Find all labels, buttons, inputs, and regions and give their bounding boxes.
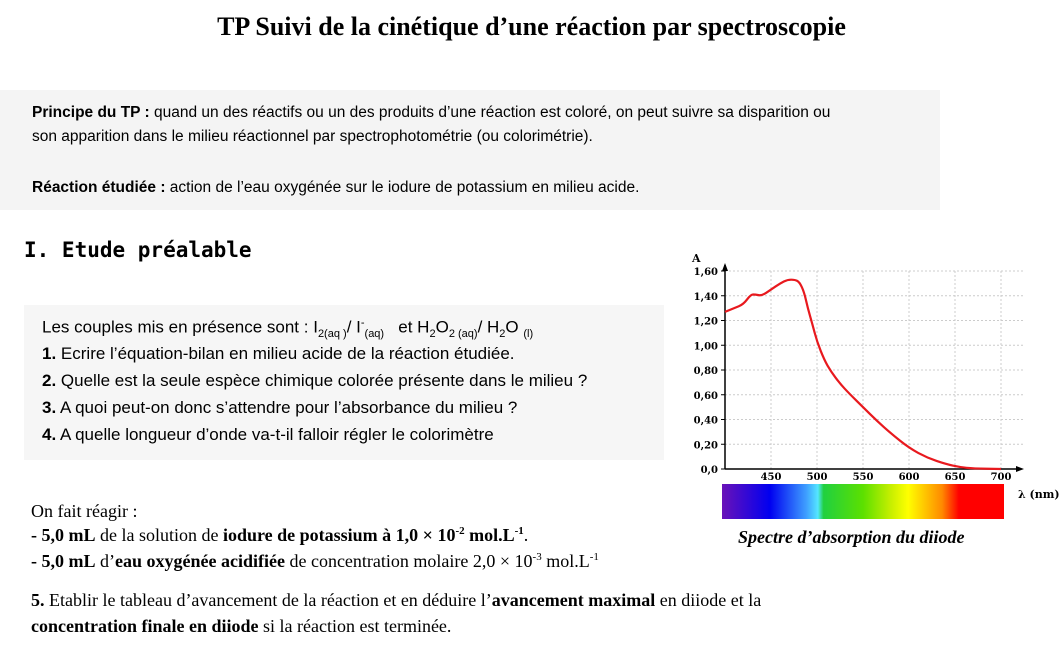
principle-line1: quand un des réactifs ou un des produits… (149, 104, 831, 121)
y-tick-label: 0,0 (701, 465, 718, 476)
q-num: 3. (42, 398, 57, 417)
y-axis-arrow (722, 263, 728, 271)
q-text: Ecrire l’équation-bilan en milieu acide … (56, 344, 515, 363)
y-tick-label: 0,80 (694, 366, 718, 377)
reagent-2: - 5,0 mL d’eau oxygénée acidifiée de con… (31, 551, 599, 572)
b: mol.L (464, 525, 515, 545)
y-tick-label: 0,60 (694, 391, 718, 402)
question-5-line2: concentration finale en diiode si la réa… (31, 616, 451, 637)
y-tick-label: 0,20 (694, 440, 718, 451)
x-tick-label: 650 (945, 472, 966, 483)
y-tick-label: 1,40 (694, 292, 718, 303)
visible-spectrum-bar (722, 484, 1004, 519)
q-num: 5. (31, 590, 45, 610)
x-tick-label: 450 (761, 472, 782, 483)
chart-caption: Spectre d’absorption du diiode (738, 527, 965, 547)
reaction-desc: action de l’eau oxygénée sur le iodure d… (165, 179, 640, 196)
principle-label: Principe du TP : (32, 104, 150, 121)
q-text: A quoi peut-on donc s’attendre pour l’ab… (56, 398, 518, 417)
text: et H (384, 317, 430, 337)
reaction-label: Réaction étudiée : (32, 179, 166, 196)
page-title: TP Suivi de la cinétique d’une réaction … (217, 12, 846, 41)
reagent-1: - 5,0 mL de la solution de iodure de pot… (31, 525, 528, 546)
x-tick-label: 500 (807, 472, 828, 483)
q-text: Quelle est la seule espèce chimique colo… (56, 371, 588, 390)
sub: (aq) (364, 328, 385, 341)
y-tick-label: 1,20 (694, 317, 718, 328)
reaction-text: Réaction étudiée : action de l’eau oxygé… (32, 176, 639, 200)
t: si la réaction est terminée. (258, 616, 452, 636)
absorption-spectrum-chart: 450 500 550 600 650 700 0,0 0,20 0,40 0,60 0,80 1,0… (691, 252, 1060, 519)
question-2: 2. Quelle est la seule espèce chimique c… (42, 371, 587, 391)
text: O (505, 317, 524, 337)
t: . (523, 525, 529, 545)
b: iodure de potassium à 1,0 × 10 (222, 525, 456, 545)
principle-text: Principe du TP : quand un des réactifs o… (32, 101, 830, 125)
text: / I (346, 317, 361, 337)
y-tick-label: 1,60 (694, 267, 718, 278)
sup: - (360, 317, 365, 329)
principle-line2: son apparition dans le milieu réactionne… (32, 128, 593, 145)
axes (721, 263, 1024, 472)
exp: -2 (455, 525, 465, 537)
y-axis-label: A (691, 252, 701, 265)
y-tick-label: 1,00 (694, 341, 718, 352)
b: concentration finale en diiode (31, 616, 259, 636)
principle-box (0, 90, 940, 210)
x-tick-label: 600 (899, 472, 920, 483)
t: mol.L (541, 551, 590, 571)
question-4: 4. A quelle longueur d’onde va-t-il fall… (42, 425, 494, 445)
sub: 2(aq ) (317, 328, 347, 341)
b: - 5,0 mL (31, 525, 96, 545)
t: en diiode et la (655, 590, 762, 610)
x-tick-label: 550 (853, 472, 874, 483)
question-3: 3. A quoi peut-on donc s’attendre pour l… (42, 398, 517, 418)
x-axis-label: λ (nm) (1018, 488, 1060, 501)
tick-labels: 450 500 550 600 650 700 0,0 0,20 0,40 0,60 0,80 1,0… (694, 267, 1012, 483)
x-axis-arrow (1016, 466, 1024, 472)
b: eau oxygénée acidifiée (115, 551, 285, 571)
grid (725, 270, 1025, 469)
text: O (435, 317, 449, 337)
t: de concentration molaire 2,0 × 10 (284, 551, 533, 571)
t: Etablir le tableau d’avancement de la ré… (44, 590, 492, 610)
couples-line: Les couples mis en présence sont : I2(aq… (42, 317, 533, 340)
t: de la solution de (95, 525, 223, 545)
sub: 2 (429, 328, 436, 341)
question-5: 5. Etablir le tableau d’avancement de la… (31, 590, 761, 611)
q-text: A quelle longueur d’onde va-t-il falloir… (56, 425, 494, 444)
reagents-intro: On fait réagir : (31, 501, 138, 521)
b: avancement maximal (491, 590, 656, 610)
y-tick-label: 0,40 (694, 416, 718, 427)
exp: -1 (514, 525, 524, 537)
section-heading: I. Etude préalable (24, 238, 252, 262)
absorbance-curve (724, 278, 1002, 471)
question-1: 1. Ecrire l’équation-bilan en milieu aci… (42, 344, 515, 364)
sub: 2 (499, 328, 506, 341)
q-num: 1. (42, 344, 57, 363)
text: / H (477, 317, 500, 337)
b: - 5,0 mL (31, 551, 96, 571)
sub: 2 (aq) (448, 328, 478, 341)
q-num: 4. (42, 425, 57, 444)
questions-box (24, 305, 664, 460)
exp: -3 (532, 551, 542, 563)
couples-intro: Les couples mis en présence sont : I (42, 317, 318, 337)
exp: -1 (589, 551, 599, 563)
sub: (l) (523, 328, 534, 341)
q-num: 2. (42, 371, 57, 390)
x-tick-label: 700 (991, 472, 1012, 483)
t: d’ (95, 551, 115, 571)
